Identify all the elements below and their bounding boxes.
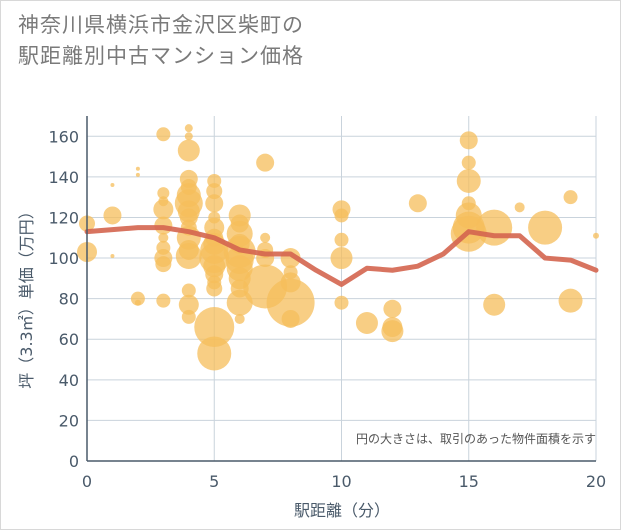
y-tick-label: 120 bbox=[48, 208, 79, 227]
y-tick-label: 0 bbox=[69, 452, 79, 471]
bubble-point bbox=[135, 166, 140, 171]
y-tick-label: 80 bbox=[59, 290, 79, 309]
bubble-point bbox=[383, 299, 402, 318]
bubble-point bbox=[528, 210, 563, 245]
bubble-point bbox=[135, 172, 140, 177]
bubble-point bbox=[156, 293, 171, 308]
bubble-point bbox=[234, 313, 245, 324]
x-tick-label: 5 bbox=[209, 472, 219, 491]
bubble-point bbox=[558, 288, 583, 313]
average-price-line bbox=[84, 225, 599, 287]
bubble-point bbox=[110, 183, 115, 187]
bubble-point bbox=[334, 232, 349, 247]
bubble-point bbox=[476, 209, 513, 246]
y-tick-label: 140 bbox=[48, 168, 79, 187]
bubble-point bbox=[103, 206, 122, 225]
bubble-point bbox=[177, 139, 200, 162]
bubble-point bbox=[197, 336, 232, 371]
bubble-point bbox=[134, 299, 141, 306]
bubble-point bbox=[178, 294, 199, 315]
bubble-point bbox=[459, 131, 478, 150]
x-tick-label: 10 bbox=[331, 472, 351, 491]
bubbles bbox=[77, 124, 599, 371]
bubble-point bbox=[281, 309, 300, 328]
bubble-point bbox=[110, 254, 115, 259]
bubble-point bbox=[330, 247, 353, 270]
bubble-point bbox=[260, 232, 271, 243]
x-tick-label: 15 bbox=[459, 472, 479, 491]
bubble-point bbox=[381, 320, 404, 343]
bubble-point bbox=[483, 293, 506, 316]
bubble-point bbox=[155, 256, 172, 273]
bubble-point bbox=[355, 312, 378, 334]
bubble-point bbox=[194, 307, 235, 348]
x-axis-label: 駅距離（分） bbox=[294, 501, 390, 520]
x-tick-label: 20 bbox=[586, 472, 606, 491]
bubble-point bbox=[461, 155, 476, 170]
bubble-point bbox=[456, 168, 481, 193]
bubble-point bbox=[206, 280, 223, 297]
bubble-point bbox=[184, 124, 193, 133]
bubble-point bbox=[184, 132, 193, 141]
bubble-point bbox=[334, 295, 349, 310]
y-axis-label: 坪（3.3㎡）単価（万円） bbox=[17, 203, 36, 388]
bubble-point bbox=[156, 127, 171, 142]
y-tick-label: 40 bbox=[59, 371, 79, 390]
average-line bbox=[84, 225, 599, 287]
bubble-point bbox=[563, 190, 578, 205]
chart-title-line-2: 駅距離別中古マンション価格 bbox=[18, 44, 304, 68]
bubble-point bbox=[157, 187, 170, 200]
chart-title-line-1: 神奈川県横浜市金沢区柴町の bbox=[18, 13, 304, 37]
bubble-point bbox=[593, 232, 599, 239]
bubble-point bbox=[181, 309, 196, 324]
bubble-point bbox=[206, 183, 223, 200]
bubble-point bbox=[334, 208, 349, 223]
axes: 0 20 40 60 80 100 120 140 160 0 5 10 15 20 bbox=[48, 116, 606, 491]
bubble-point bbox=[175, 243, 202, 270]
bubble-point bbox=[158, 232, 169, 243]
y-tick-label: 20 bbox=[59, 411, 79, 430]
bubble-point bbox=[130, 291, 145, 306]
bubble-point bbox=[256, 153, 275, 172]
bubble-point bbox=[153, 199, 174, 220]
bubble-size-note: 円の大きさは、取引のあった物件面積を示す bbox=[356, 431, 596, 446]
bubble-point bbox=[205, 194, 224, 213]
grid bbox=[87, 116, 597, 461]
bubble-point bbox=[266, 278, 315, 327]
bubble-point bbox=[408, 194, 427, 213]
y-tick-label: 60 bbox=[59, 330, 79, 349]
bubble-point bbox=[514, 202, 525, 213]
chart-title: 神奈川県横浜市金沢区柴町の 駅距離別中古マンション価格 bbox=[18, 10, 304, 72]
x-tick-label: 0 bbox=[82, 472, 92, 491]
y-tick-label: 160 bbox=[48, 127, 79, 146]
y-tick-label: 100 bbox=[48, 249, 79, 268]
bubble-point bbox=[181, 283, 196, 298]
